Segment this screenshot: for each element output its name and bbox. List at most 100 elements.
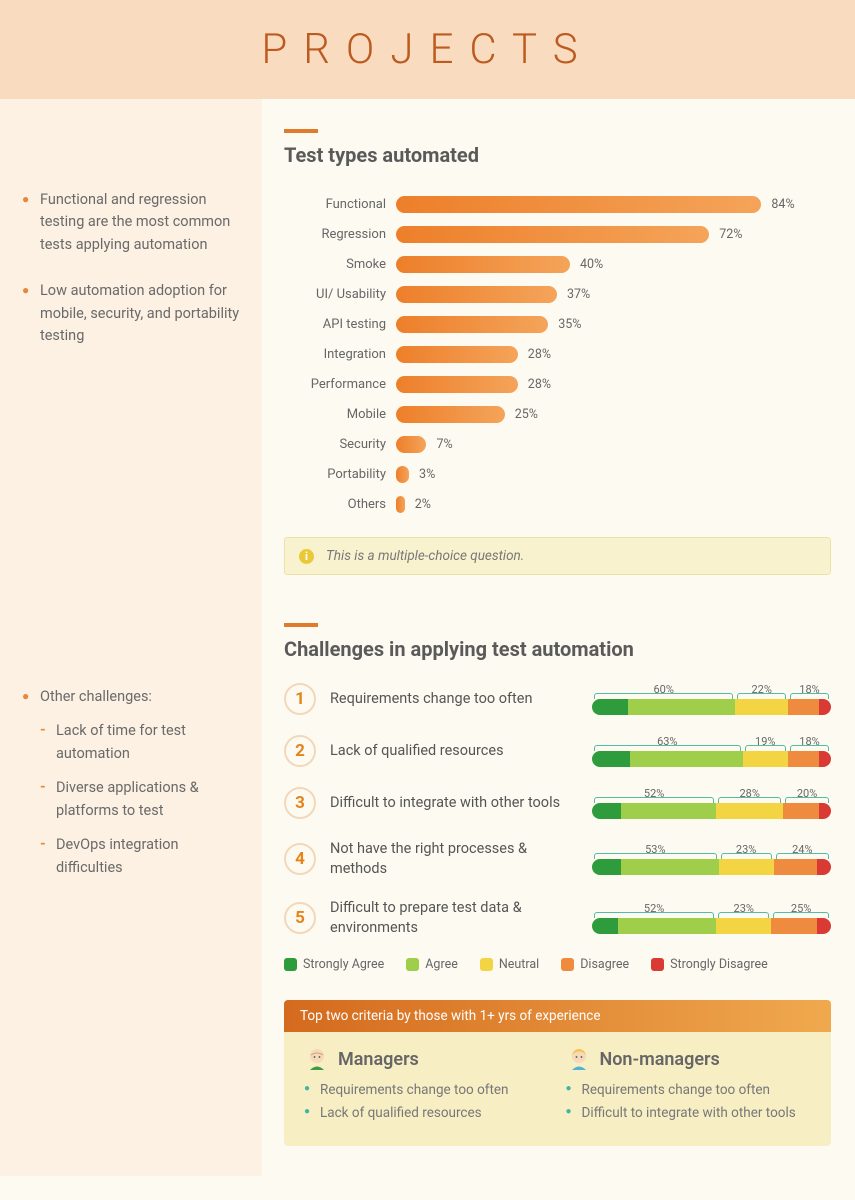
- sidebar-point: Other challenges: Lack of time for test …: [22, 686, 240, 879]
- challenge-percents: 63%19%18%: [592, 735, 831, 748]
- bar-label: Security: [288, 437, 396, 452]
- bar-value: 35%: [558, 317, 581, 332]
- bar-track: 40%: [396, 256, 831, 273]
- bar-label: Smoke: [288, 257, 396, 272]
- stacked-segment: [621, 859, 719, 875]
- bar-fill: [396, 436, 426, 453]
- criteria-col-title: Non-managers: [566, 1046, 812, 1072]
- legend-label: Strongly Disagree: [670, 957, 768, 972]
- bar-track: 25%: [396, 406, 831, 423]
- bar-row: Security7%: [288, 429, 831, 459]
- stacked-bar: [592, 859, 831, 875]
- criteria-body: Managers Requirements change too often L…: [284, 1032, 831, 1146]
- stacked-segment: [819, 699, 831, 715]
- bar-fill: [396, 316, 548, 333]
- challenge-percents: 53%23%24%: [592, 843, 831, 856]
- criteria-header: Top two criteria by those with 1+ yrs of…: [284, 1000, 831, 1032]
- sidebar-point: Low automation adoption for mobile, secu…: [22, 280, 240, 347]
- stacked-segment: [788, 751, 819, 767]
- legend-item: Strongly Disagree: [651, 957, 768, 972]
- section-title: Challenges in applying test automation: [284, 637, 831, 661]
- manager-avatar-icon: [304, 1046, 330, 1072]
- bar-label: Functional: [288, 197, 396, 212]
- legend-item: Neutral: [480, 957, 539, 972]
- challenge-label: Requirements change too often: [330, 689, 592, 709]
- bar-fill: [396, 376, 518, 393]
- challenge-bar: 52%28%20%: [592, 787, 831, 819]
- bar-value: 84%: [771, 197, 794, 212]
- info-icon: i: [299, 549, 314, 564]
- bar-row: Functional 84%: [288, 189, 831, 219]
- bar-value: 3%: [419, 467, 435, 482]
- stacked-bar: [592, 751, 831, 767]
- bar-track: 35%: [396, 316, 831, 333]
- criteria-col-nonmanagers: Non-managers Requirements change too oft…: [558, 1046, 820, 1128]
- bar-value: 37%: [567, 287, 590, 302]
- stacked-segment: [592, 859, 621, 875]
- bar-label: Mobile: [288, 407, 396, 422]
- stacked-segment: [592, 751, 630, 767]
- section-challenges: Challenges in applying test automation 1…: [284, 623, 831, 972]
- criteria-box: Top two criteria by those with 1+ yrs of…: [284, 1000, 831, 1146]
- bar-row: Others2%: [288, 489, 831, 519]
- page-header: PROJECTS: [0, 0, 855, 99]
- legend-swatch: [480, 958, 493, 971]
- legend-label: Disagree: [580, 957, 629, 972]
- bar-value: 25%: [515, 407, 538, 422]
- legend-label: Strongly Agree: [303, 957, 384, 972]
- sidebar-block-2: Other challenges: Lack of time for test …: [22, 686, 240, 879]
- stacked-bar: [592, 699, 831, 715]
- sidebar-subpoint: Diverse applications & platforms to test: [40, 777, 240, 822]
- challenge-bar: 52%23%25%: [592, 902, 831, 934]
- challenge-bar: 53%23%24%: [592, 843, 831, 875]
- criteria-col-label: Non-managers: [600, 1049, 720, 1070]
- legend: Strongly Agree Agree Neutral Disagree Strong…: [284, 957, 831, 972]
- bar-fill: [396, 286, 557, 303]
- bar-label: Integration: [288, 347, 396, 362]
- stacked-segment: [771, 918, 816, 934]
- bar-track: 84%: [396, 196, 831, 213]
- bar-row: Mobile 25%: [288, 399, 831, 429]
- challenge-bar: 60%22%18%: [592, 683, 831, 715]
- stacked-segment: [592, 699, 628, 715]
- bar-row: Performance 28%: [288, 369, 831, 399]
- bar-row: Portability 3%: [288, 459, 831, 489]
- main-content: Test types automated Functional84%Regres…: [262, 99, 855, 1176]
- challenge-row: 3Difficult to integrate with other tools…: [284, 787, 831, 819]
- bar-value: 2%: [415, 497, 431, 512]
- bar-fill: [396, 406, 505, 423]
- criteria-item: Difficult to integrate with other tools: [566, 1105, 812, 1121]
- legend-item: Disagree: [561, 957, 629, 972]
- challenge-percents: 60%22%18%: [592, 683, 831, 696]
- challenge-row: 1Requirements change too often60%22%18%: [284, 683, 831, 715]
- bar-track: 7%: [396, 436, 831, 453]
- sidebar-subtitle: Other challenges:: [40, 688, 152, 705]
- bar-row: Regression72%: [288, 219, 831, 249]
- stacked-segment: [592, 803, 621, 819]
- stacked-segment: [628, 699, 736, 715]
- challenge-number: 2: [284, 735, 316, 767]
- challenge-label: Lack of qualified resources: [330, 741, 592, 761]
- bar-label: Performance: [288, 377, 396, 392]
- stacked-segment: [788, 699, 819, 715]
- bar-track: 72%: [396, 226, 831, 243]
- bar-track: 3%: [396, 466, 831, 483]
- stacked-segment: [817, 918, 831, 934]
- stacked-bar: [592, 803, 831, 819]
- stacked-segment: [735, 699, 788, 715]
- bar-value: 28%: [528, 377, 551, 392]
- stacked-segment: [592, 918, 618, 934]
- bar-label: Portability: [288, 467, 396, 482]
- challenge-percents: 52%23%25%: [592, 902, 831, 915]
- bar-label: UI/ Usability: [288, 287, 396, 302]
- challenges-list: 1Requirements change too often60%22%18% 2…: [284, 683, 831, 937]
- challenge-label: Difficult to integrate with other tools: [330, 793, 592, 813]
- criteria-item: Lack of qualified resources: [304, 1105, 550, 1121]
- challenge-percents: 52%28%20%: [592, 787, 831, 800]
- legend-label: Agree: [425, 957, 458, 972]
- criteria-item: Requirements change too often: [304, 1082, 550, 1098]
- challenge-bar: 63%19%18%: [592, 735, 831, 767]
- bar-fill: [396, 256, 570, 273]
- legend-swatch: [406, 958, 419, 971]
- criteria-col-label: Managers: [338, 1049, 419, 1070]
